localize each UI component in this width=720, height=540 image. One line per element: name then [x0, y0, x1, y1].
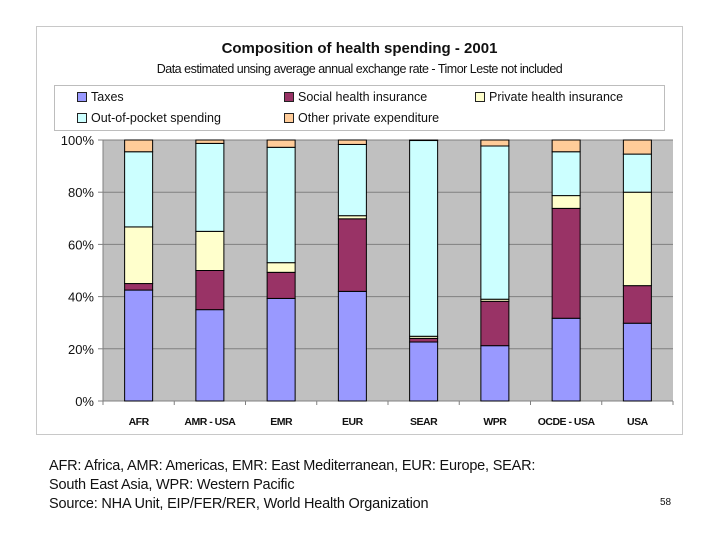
footnotes: AFR: Africa, AMR: Americas, EMR: East Me…: [49, 457, 535, 514]
bar-private-health-insurance-afr: [124, 226, 154, 285]
page-number: 58: [660, 497, 672, 508]
legend-label: Social health insurance: [298, 90, 428, 104]
bar-other-private-expenditure-wpr: [480, 139, 510, 147]
bar-other-private-expenditure-afr: [124, 139, 154, 153]
bar-social-health-insurance-amr-usa: [195, 270, 225, 311]
legend-item-private-health-insurance: Private health insurance: [475, 90, 623, 104]
bar-social-health-insurance-ocde-usa: [551, 207, 581, 319]
x-tick-label: EMR: [270, 416, 293, 428]
y-tick-label: 80%: [68, 185, 94, 200]
legend-swatch-private-health-insurance: [475, 92, 485, 102]
bar-social-health-insurance-usa: [622, 285, 652, 324]
y-tick-label: 20%: [68, 342, 94, 357]
bar-out-of-pocket-spending-amr-usa: [195, 142, 225, 232]
bar-other-private-expenditure-emr: [266, 139, 296, 148]
plot-background: [103, 140, 673, 401]
bar-social-health-insurance-emr: [266, 271, 296, 299]
bar-social-health-insurance-sear: [409, 337, 439, 343]
x-tick-label: AMR - USA: [184, 416, 236, 428]
legend-item-social-health-insurance: Social health insurance: [284, 90, 427, 104]
bar-taxes-sear: [409, 341, 439, 402]
footnote-line-2: South East Asia, WPR: Western Pacific: [49, 477, 295, 493]
legend-label: Out-of-pocket spending: [91, 111, 221, 125]
bar-private-health-insurance-ocde-usa: [551, 195, 581, 209]
bar-out-of-pocket-spending-wpr: [480, 145, 510, 300]
bar-out-of-pocket-spending-sear: [409, 140, 439, 337]
x-tick-label: WPR: [483, 416, 507, 428]
chart-subtitle: Data estimated unsing average annual exc…: [156, 62, 563, 76]
y-tick-label: 100%: [61, 133, 95, 148]
bar-social-health-insurance-eur: [337, 218, 367, 292]
bar-taxes-amr-usa: [195, 309, 225, 402]
bar-private-health-insurance-emr: [266, 262, 296, 273]
bar-private-health-insurance-usa: [622, 191, 652, 287]
bar-taxes-emr: [266, 297, 296, 402]
bar-other-private-expenditure-sear: [409, 139, 439, 142]
bar-taxes-wpr: [480, 345, 510, 402]
x-tick-label: OCDE - USA: [538, 416, 596, 428]
legend: Taxes Social health insurance Private he…: [54, 85, 665, 131]
bar-other-private-expenditure-eur: [337, 139, 367, 145]
bar-out-of-pocket-spending-eur: [337, 143, 367, 217]
bar-other-private-expenditure-amr-usa: [195, 139, 225, 144]
bar-taxes-ocde-usa: [551, 317, 581, 402]
legend-label: Private health insurance: [489, 90, 624, 104]
bar-social-health-insurance-wpr: [480, 300, 510, 347]
bar-taxes-usa: [622, 322, 652, 402]
x-tick-label: USA: [627, 416, 649, 428]
legend-swatch-out-of-pocket: [77, 113, 87, 123]
bar-social-health-insurance-afr: [124, 283, 154, 291]
legend-swatch-social-health-insurance: [284, 92, 294, 102]
bar-taxes-eur: [337, 290, 367, 402]
bar-out-of-pocket-spending-afr: [124, 151, 154, 228]
y-tick-label: 40%: [68, 290, 94, 305]
legend-item-taxes: Taxes: [77, 90, 124, 104]
legend-label: Taxes: [91, 90, 124, 104]
bar-taxes-afr: [124, 289, 154, 402]
legend-item-out-of-pocket: Out-of-pocket spending: [77, 111, 221, 125]
chart-title: Composition of health spending - 2001: [221, 40, 498, 57]
bar-private-health-insurance-amr-usa: [195, 230, 225, 272]
legend-item-other-private: Other private expenditure: [284, 111, 439, 125]
bar-other-private-expenditure-usa: [622, 139, 652, 155]
legend-swatch-other-private: [284, 113, 294, 123]
bar-out-of-pocket-spending-usa: [622, 153, 652, 193]
x-tick-label: EUR: [342, 416, 364, 428]
legend-label: Other private expenditure: [298, 111, 440, 125]
bar-other-private-expenditure-ocde-usa: [551, 139, 581, 153]
footnote-line-1: AFR: Africa, AMR: Americas, EMR: East Me…: [49, 458, 536, 474]
y-tick-label: 60%: [68, 237, 94, 252]
y-tick-label: 0%: [75, 394, 94, 409]
bar-out-of-pocket-spending-emr: [266, 146, 296, 264]
bar-out-of-pocket-spending-ocde-usa: [551, 151, 581, 197]
x-tick-label: AFR: [129, 416, 150, 428]
x-tick-label: SEAR: [410, 416, 438, 428]
legend-swatch-taxes: [77, 92, 87, 102]
footnote-line-3: Source: NHA Unit, EIP/FER/RER, World Hea…: [49, 496, 429, 512]
